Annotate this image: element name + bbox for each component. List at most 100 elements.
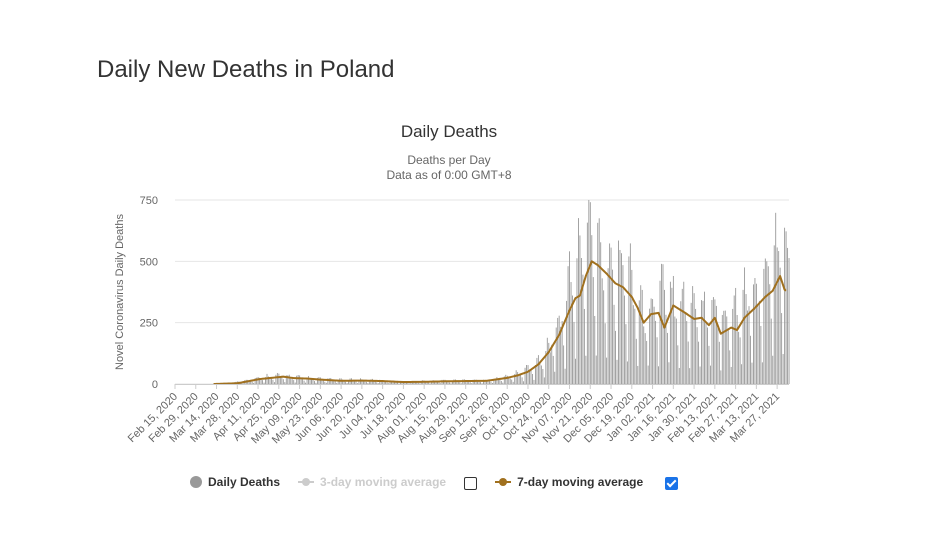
- daily-deaths-bar: [715, 305, 717, 384]
- daily-deaths-bar: [260, 378, 262, 384]
- daily-deaths-bar: [456, 380, 458, 384]
- daily-deaths-bar: [262, 380, 263, 384]
- daily-deaths-bar: [558, 315, 560, 384]
- daily-deaths-bar: [738, 331, 740, 384]
- daily-deaths-bar: [374, 380, 376, 384]
- daily-deaths-bar: [655, 320, 657, 384]
- daily-deaths-bar: [591, 235, 593, 384]
- daily-deaths-bar: [647, 365, 649, 384]
- daily-deaths-bar: [626, 361, 628, 384]
- daily-deaths-bar: [505, 374, 507, 384]
- legend-daily-deaths[interactable]: Daily Deaths: [190, 475, 280, 489]
- daily-deaths-bar: [333, 380, 335, 384]
- daily-deaths-bar: [259, 377, 261, 384]
- daily-deaths-bar: [666, 332, 668, 384]
- line-marker-icon: [298, 476, 315, 488]
- daily-deaths-bar: [710, 365, 711, 384]
- ma7-checkbox[interactable]: [665, 476, 679, 490]
- daily-deaths-bar: [650, 298, 652, 384]
- daily-deaths-bar: [578, 218, 579, 384]
- daily-deaths-bar: [263, 382, 265, 384]
- legend: Daily Deaths 3-day moving average 7-day …: [190, 471, 696, 493]
- daily-deaths-bar: [408, 383, 410, 384]
- daily-deaths-bar: [690, 302, 692, 384]
- daily-deaths-bar: [582, 274, 584, 384]
- daily-deaths-bar: [526, 365, 527, 384]
- daily-deaths-bar: [718, 341, 720, 384]
- daily-deaths-bar: [480, 382, 482, 384]
- daily-deaths-bar: [306, 378, 308, 384]
- daily-deaths-bar: [696, 327, 698, 384]
- daily-deaths-bar: [451, 380, 453, 384]
- daily-deaths-bar: [656, 337, 658, 384]
- daily-deaths-bar: [594, 315, 596, 384]
- daily-deaths-bar: [692, 286, 694, 384]
- daily-deaths-bar: [552, 355, 554, 384]
- daily-deaths-bar: [775, 212, 777, 384]
- daily-deaths-bar: [537, 355, 539, 384]
- daily-deaths-bar: [327, 378, 329, 384]
- legend-7day-ma[interactable]: 7-day moving average: [495, 475, 643, 489]
- daily-deaths-bar: [285, 375, 287, 384]
- daily-deaths-bar: [778, 251, 780, 384]
- daily-deaths-bar: [717, 325, 719, 384]
- daily-deaths-bar: [767, 266, 769, 384]
- daily-deaths-bar: [732, 308, 734, 384]
- y-tick-label: 0: [152, 379, 158, 391]
- daily-deaths-bar: [788, 258, 790, 384]
- legend-3day-ma-label: 3-day moving average: [320, 475, 447, 489]
- daily-deaths-bars: [214, 200, 790, 384]
- daily-deaths-bar: [312, 379, 314, 384]
- daily-deaths-bar: [543, 377, 545, 384]
- daily-deaths-bar: [588, 200, 590, 384]
- daily-deaths-bar: [518, 374, 520, 384]
- daily-deaths-bar: [773, 245, 775, 384]
- daily-deaths-bar: [362, 379, 364, 384]
- daily-deaths-bar: [677, 345, 679, 384]
- daily-deaths-bar: [487, 380, 489, 384]
- daily-deaths-bar: [739, 337, 741, 384]
- daily-deaths-bar: [554, 371, 556, 384]
- daily-deaths-bar: [653, 306, 655, 384]
- daily-deaths-bar: [661, 263, 662, 384]
- daily-deaths-bar: [607, 268, 609, 384]
- daily-deaths-bar: [640, 285, 642, 384]
- y-axis-title: Novel Coronavirus Daily Deaths: [114, 214, 126, 370]
- daily-deaths-bar: [368, 380, 370, 384]
- daily-deaths-bar: [509, 378, 511, 384]
- daily-deaths-bar: [325, 382, 327, 384]
- daily-deaths-bar: [466, 380, 468, 384]
- daily-deaths-bar: [754, 278, 756, 384]
- daily-deaths-bar: [613, 304, 615, 384]
- daily-deaths-bar: [761, 362, 763, 384]
- chart-title: Daily Deaths: [401, 122, 497, 141]
- daily-deaths-bar: [254, 378, 256, 384]
- daily-deaths-bar: [555, 327, 557, 384]
- daily-deaths-bar: [705, 322, 707, 384]
- daily-deaths-bar: [672, 275, 674, 384]
- daily-deaths-bar: [276, 372, 278, 384]
- daily-deaths-bar: [606, 357, 608, 384]
- y-tick-label: 250: [140, 318, 158, 330]
- daily-deaths-bar: [546, 337, 548, 384]
- ma3-checkbox[interactable]: [464, 476, 478, 490]
- line-marker-icon: [495, 476, 512, 488]
- daily-deaths-bar: [242, 383, 244, 384]
- daily-deaths-bar: [268, 376, 269, 384]
- daily-deaths-bar: [753, 284, 754, 384]
- daily-deaths-bar: [560, 326, 562, 384]
- daily-deaths-bar: [352, 380, 354, 384]
- daily-deaths-bar: [523, 381, 525, 384]
- daily-deaths-bar: [322, 379, 324, 384]
- daily-deaths-bar: [638, 300, 640, 384]
- daily-deaths-bar: [447, 381, 449, 384]
- daily-deaths-bar: [426, 382, 428, 384]
- daily-deaths-bar: [342, 379, 344, 384]
- daily-deaths-bar: [394, 381, 395, 384]
- daily-deaths-bar: [776, 247, 778, 384]
- daily-deaths-bar: [497, 379, 499, 384]
- legend-3day-ma[interactable]: 3-day moving average: [298, 475, 446, 489]
- daily-deaths-bar: [643, 326, 645, 384]
- daily-deaths-bar: [294, 382, 296, 384]
- daily-deaths-bar: [668, 362, 670, 384]
